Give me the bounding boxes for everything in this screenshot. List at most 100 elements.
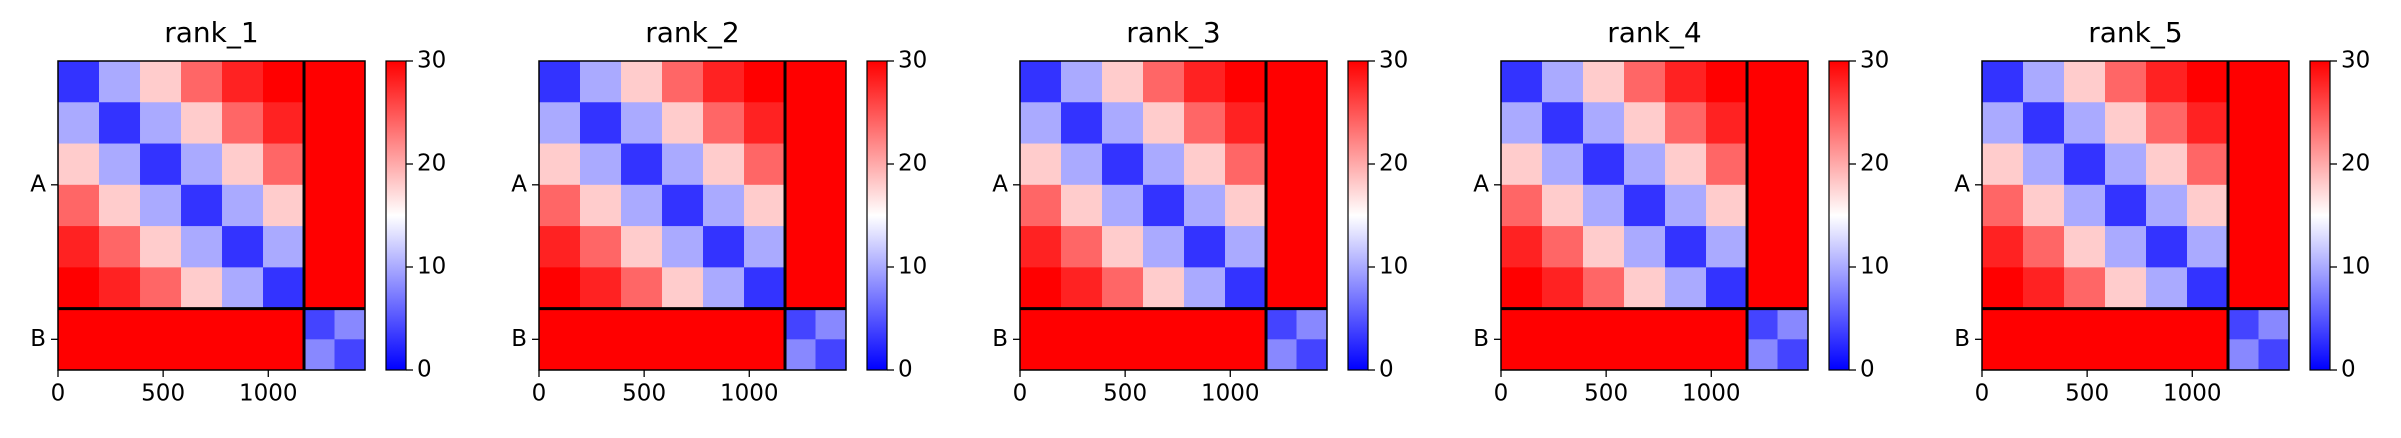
heat-cell: [1777, 267, 1809, 310]
heat-cell: [1184, 102, 1226, 145]
heat-cell: [703, 143, 745, 186]
heat-cell: [2064, 102, 2106, 145]
heat-cell: [1184, 226, 1226, 268]
heat-cell: [2146, 102, 2188, 145]
heat-cell: [1501, 61, 1543, 103]
heat-cell: [2228, 339, 2260, 371]
heat-cell: [2064, 143, 2106, 186]
heat-cell: [1296, 102, 1328, 145]
heat-cell: [2105, 226, 2147, 268]
heat-cell: [1296, 61, 1328, 103]
heat-cell: [222, 102, 264, 145]
heat-cell: [2228, 184, 2260, 227]
heat-cell: [58, 339, 100, 371]
heat-cell: [304, 267, 336, 310]
heat-cell: [1624, 143, 1666, 186]
heat-cell: [1542, 226, 1584, 268]
heat-cell: [1982, 339, 2024, 371]
heat-cell: [785, 184, 817, 227]
heat-cell: [539, 102, 581, 145]
heat-cell: [1296, 267, 1328, 310]
heat-cell: [621, 61, 663, 103]
heat-cell: [140, 102, 182, 145]
colorbar-tick-label: 30: [2341, 48, 2370, 74]
heat-cell: [2023, 184, 2065, 227]
heat-cell: [785, 143, 817, 186]
heat-cell: [1747, 339, 1779, 371]
heat-cell: [263, 143, 305, 186]
y-tick-label: A: [30, 171, 46, 197]
heat-cell: [1777, 184, 1809, 227]
heat-cell: [2146, 308, 2188, 340]
heat-cell: [99, 143, 141, 186]
chart-title: rank_2: [645, 16, 739, 49]
heat-cell: [2187, 226, 2229, 268]
heat-cell: [1665, 61, 1707, 103]
heat-cell: [1665, 226, 1707, 268]
heat-cell: [263, 339, 305, 371]
heat-cell: [140, 226, 182, 268]
colorbar-tick-label: 30: [898, 48, 927, 74]
heat-cell: [1706, 143, 1748, 186]
heat-cell: [334, 143, 366, 186]
heat-cell: [539, 226, 581, 268]
heat-cell: [2023, 308, 2065, 340]
colorbar-tick-label: 20: [1860, 151, 1889, 177]
heat-cell: [1102, 267, 1144, 310]
heat-cell: [1020, 339, 1062, 371]
colorbar: [385, 60, 407, 371]
heat-cell: [1184, 267, 1226, 310]
heat-cell: [1583, 143, 1625, 186]
heat-cell: [1266, 339, 1298, 371]
heat-cell: [703, 308, 745, 340]
heat-cell: [1982, 61, 2024, 103]
panel: rank_4 0 500 1000 A B 0 10 20 30: [1473, 16, 1889, 407]
heat-cell: [140, 184, 182, 227]
heat-cell: [181, 267, 223, 310]
heat-cell: [1542, 267, 1584, 310]
heat-cell: [539, 308, 581, 340]
x-tick-label: 0: [1975, 381, 1990, 407]
heat-cell: [1143, 308, 1185, 340]
y-tick-label: A: [1954, 171, 1970, 197]
heat-cell: [1542, 102, 1584, 145]
colorbar-tick-label: 0: [898, 357, 913, 383]
heat-cell: [580, 102, 622, 145]
colorbar-tick-label: 20: [898, 151, 927, 177]
heat-cell: [1777, 226, 1809, 268]
heat-cell: [1747, 61, 1779, 103]
heat-cell: [1501, 339, 1543, 371]
heat-cell: [744, 339, 786, 371]
y-tick-label: B: [30, 326, 46, 352]
heat-cell: [2064, 184, 2106, 227]
heat-cell: [181, 226, 223, 268]
heat-cell: [662, 267, 704, 310]
heat-cell: [304, 102, 336, 145]
heat-cell: [1777, 308, 1809, 340]
x-tick-label: 1000: [2163, 381, 2222, 407]
x-tick-label: 500: [1103, 381, 1147, 407]
heat-cell: [1777, 102, 1809, 145]
heat-cell: [263, 267, 305, 310]
heat-cell: [2105, 267, 2147, 310]
heat-cell: [1061, 102, 1103, 145]
heat-cell: [1501, 102, 1543, 145]
heat-cell: [539, 143, 581, 186]
heat-cell: [2228, 308, 2260, 340]
heat-cell: [2064, 308, 2106, 340]
heat-cell: [1225, 143, 1267, 186]
heat-cell: [222, 267, 264, 310]
heat-cell: [621, 339, 663, 371]
heat-cell: [621, 102, 663, 145]
heat-cell: [1225, 339, 1267, 371]
heat-cell: [1747, 226, 1779, 268]
heat-cell: [1061, 61, 1103, 103]
x-tick-label: 1000: [239, 381, 298, 407]
heat-cell: [2187, 61, 2229, 103]
heat-cell: [580, 339, 622, 371]
heat-cell: [1982, 102, 2024, 145]
heat-cell: [1583, 339, 1625, 371]
heat-cell: [744, 267, 786, 310]
heat-cell: [1296, 143, 1328, 186]
heat-cell: [1982, 308, 2024, 340]
